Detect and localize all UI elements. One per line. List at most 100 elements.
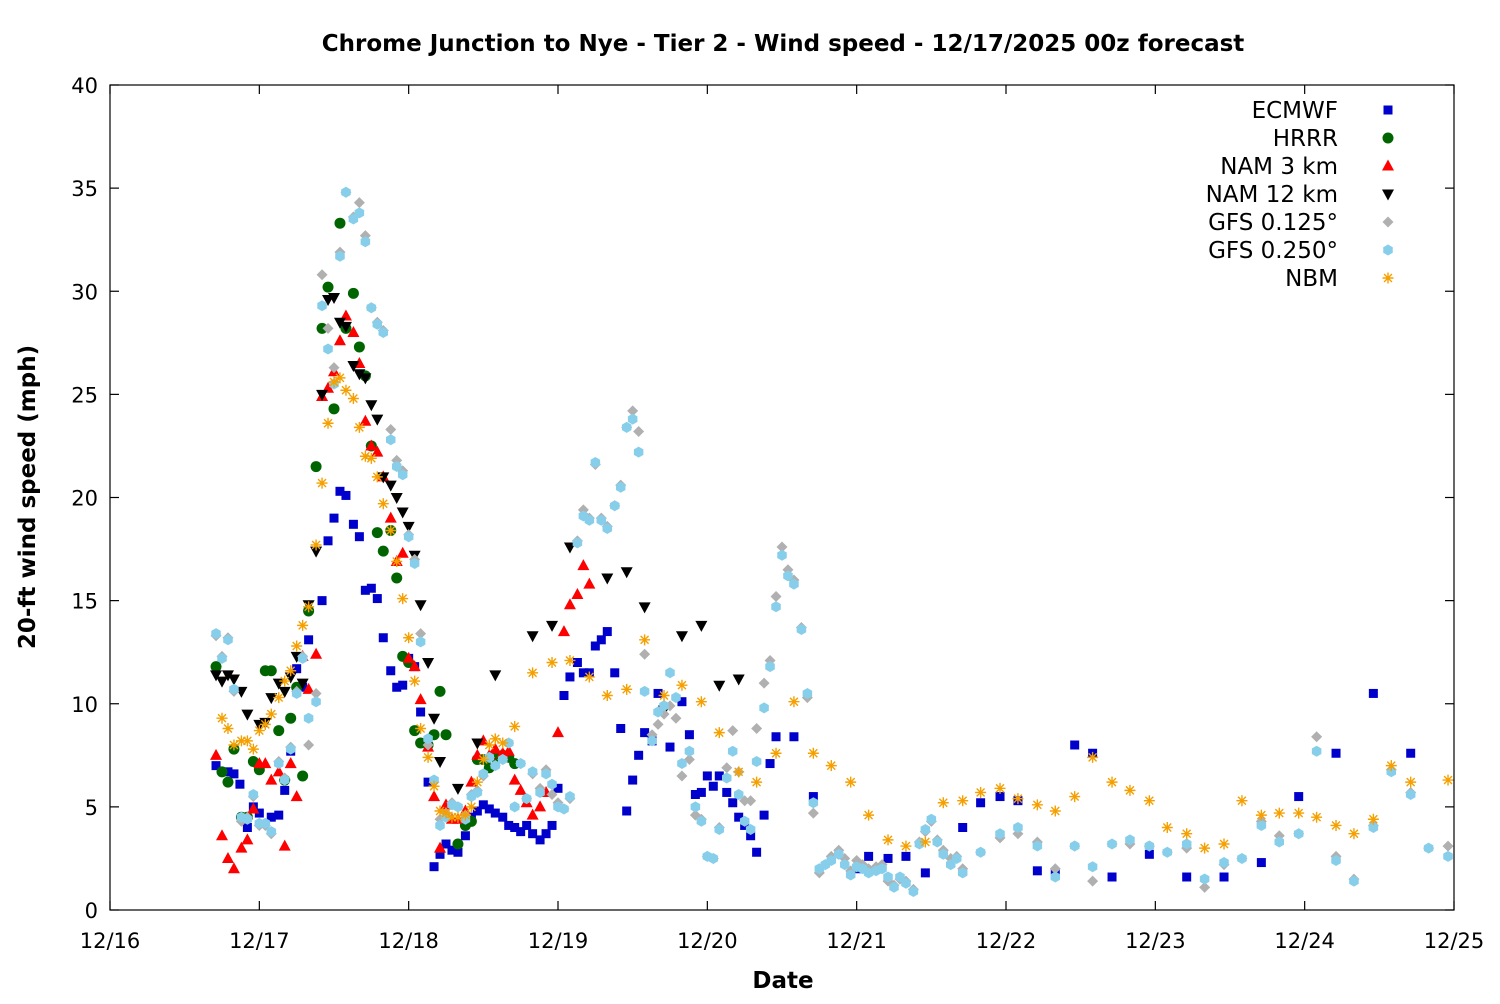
data-point <box>472 786 483 798</box>
data-point <box>365 400 378 412</box>
data-point <box>559 691 569 700</box>
data-point <box>602 627 612 637</box>
data-point <box>1181 838 1192 850</box>
data-point <box>1311 731 1323 743</box>
data-point <box>241 709 254 721</box>
data-point <box>1013 822 1023 833</box>
data-point <box>932 836 943 848</box>
data-point <box>434 805 446 817</box>
data-point <box>516 827 526 837</box>
data-point <box>297 770 309 782</box>
data-point <box>676 770 688 782</box>
data-point <box>690 801 701 813</box>
data-point <box>994 782 1006 794</box>
data-point <box>583 577 596 589</box>
data-point <box>535 786 545 798</box>
data-point <box>789 732 799 742</box>
data-point <box>515 758 526 770</box>
data-point <box>216 676 228 688</box>
data-point <box>733 789 744 800</box>
data-point <box>484 804 494 814</box>
data-point <box>578 668 588 678</box>
data-point <box>465 775 478 787</box>
data-point <box>509 720 521 732</box>
data-point <box>402 521 415 533</box>
data-point <box>359 373 372 385</box>
data-point <box>392 682 402 692</box>
data-point <box>665 667 675 679</box>
data-point <box>235 735 247 747</box>
data-point <box>216 829 228 841</box>
data-point <box>223 634 233 646</box>
data-point <box>883 853 893 863</box>
data-point <box>714 824 725 836</box>
data-point <box>633 446 644 458</box>
data-point <box>434 841 447 853</box>
x-tick-label: 12/17 <box>229 929 290 953</box>
legend-marker <box>1382 159 1394 171</box>
data-point <box>1256 858 1266 868</box>
legend-label: NAM 3 km <box>1220 154 1338 180</box>
data-point <box>640 728 650 738</box>
data-point <box>565 672 575 682</box>
data-point <box>428 780 440 792</box>
data-point <box>302 682 315 694</box>
data-point <box>303 739 315 751</box>
data-point <box>559 803 569 815</box>
data-point <box>285 665 297 677</box>
data-point <box>253 725 265 737</box>
data-point <box>241 833 254 845</box>
data-point <box>1236 795 1248 807</box>
data-point <box>422 751 434 763</box>
data-point <box>620 567 633 579</box>
data-point <box>1273 807 1285 819</box>
data-point <box>323 536 333 546</box>
data-point <box>247 743 259 755</box>
data-point <box>1294 792 1304 802</box>
data-point <box>527 667 539 679</box>
data-point <box>435 849 445 859</box>
data-point <box>227 674 240 686</box>
data-point <box>280 785 290 795</box>
data-point <box>1107 872 1117 882</box>
data-point <box>1107 838 1117 850</box>
data-point <box>409 558 420 569</box>
data-point <box>609 500 620 512</box>
data-point <box>497 737 509 749</box>
data-point <box>335 250 345 262</box>
y-axis-label: 20-ft wind speed (mph) <box>15 345 41 649</box>
series-ecmwf <box>211 486 1416 882</box>
data-point <box>647 735 657 747</box>
data-point <box>497 753 508 765</box>
data-point <box>316 269 328 281</box>
data-point <box>434 685 446 697</box>
data-point <box>1349 875 1359 887</box>
data-point <box>1087 875 1099 887</box>
data-point <box>652 718 664 730</box>
data-point <box>590 456 601 468</box>
data-point <box>658 690 670 701</box>
data-point <box>502 744 515 756</box>
data-point <box>721 762 733 774</box>
data-point <box>758 677 770 689</box>
data-point <box>478 800 488 810</box>
data-point <box>621 421 632 433</box>
data-point <box>322 322 334 334</box>
data-point <box>602 522 613 534</box>
data-point <box>615 481 626 493</box>
data-point <box>278 839 291 851</box>
data-point <box>675 631 688 643</box>
data-point <box>328 376 340 388</box>
data-point <box>752 847 762 857</box>
data-point <box>333 317 346 329</box>
data-point <box>1106 776 1118 788</box>
data-point <box>216 766 228 778</box>
data-point <box>451 783 464 795</box>
data-point <box>789 578 799 590</box>
data-point <box>528 829 538 839</box>
data-point <box>945 859 956 871</box>
data-point <box>1219 872 1229 882</box>
data-point <box>408 660 421 672</box>
data-point <box>1331 748 1341 758</box>
data-point <box>340 384 352 396</box>
